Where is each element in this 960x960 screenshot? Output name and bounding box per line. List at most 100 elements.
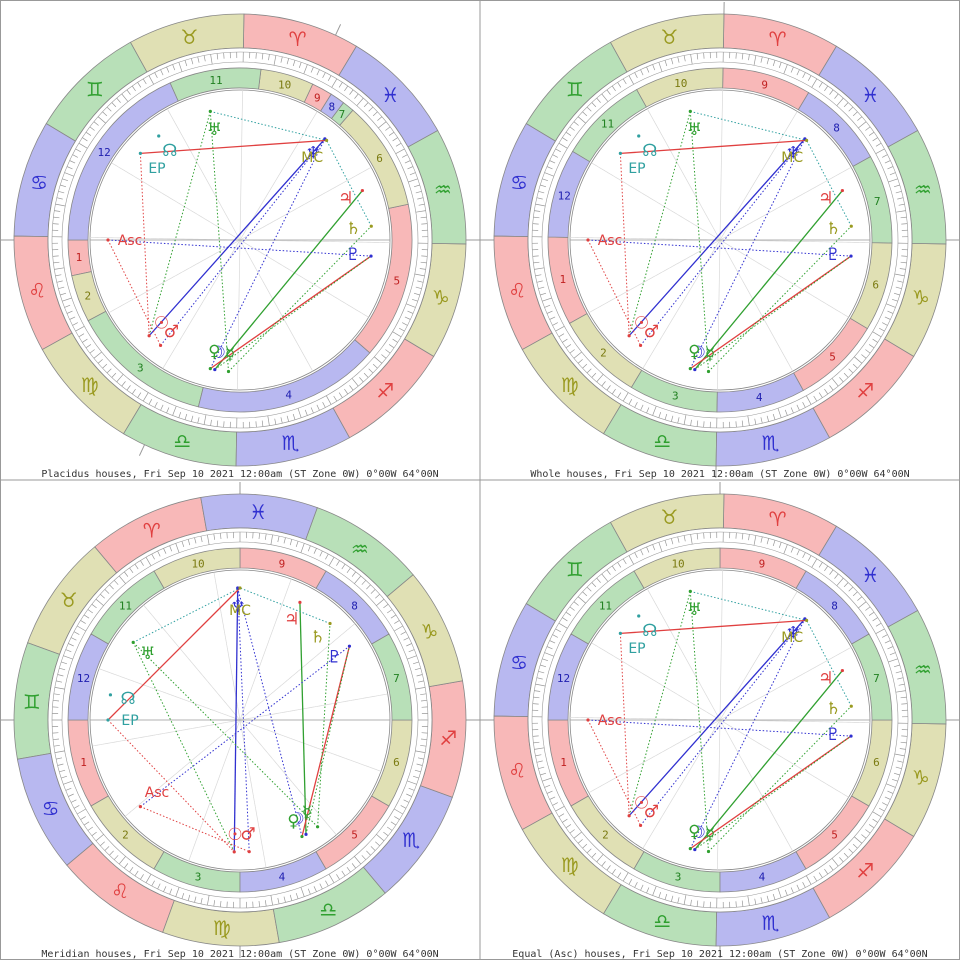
house-number: 3 — [137, 362, 144, 375]
aspect-line — [689, 735, 852, 850]
planet-dot — [840, 668, 844, 673]
sign-glyph: ♎ — [173, 429, 191, 453]
caption-equal: Equal (Asc) houses, Fri Sep 10 2021 12:0… — [512, 949, 927, 960]
planet-sun-icon: ☉ — [154, 314, 169, 334]
sign-glyph: ♌ — [28, 279, 46, 303]
house-number: 11 — [119, 599, 132, 612]
tick-ring-inner — [541, 61, 899, 419]
aspect-line — [628, 618, 806, 817]
sign-glyph: ♉ — [660, 505, 678, 529]
sign-glyph: ♈ — [289, 27, 307, 51]
degree-ticks — [531, 531, 909, 909]
sign-glyph: ♊ — [23, 690, 41, 714]
aspect-line — [619, 153, 630, 336]
planet-moon-icon: ☽ — [691, 823, 706, 843]
sign-glyph: ♉ — [180, 25, 198, 49]
planet-dot — [688, 589, 692, 593]
house-number: 7 — [874, 195, 881, 208]
aspect-line — [107, 239, 162, 346]
planet-dot — [347, 644, 352, 648]
planet-pluto-icon: ♇ — [826, 245, 841, 265]
aspect-line — [689, 255, 852, 370]
planet-saturn-icon: ♄ — [346, 219, 361, 239]
sign-glyph: ♓ — [861, 83, 879, 107]
tick-ring-inner — [61, 541, 419, 899]
planet-dot — [849, 734, 853, 738]
point-dot — [138, 151, 142, 156]
point-dot — [586, 718, 590, 722]
sign-glyph: ♑ — [912, 286, 930, 310]
aspect-line — [806, 140, 852, 227]
point-dot — [586, 238, 590, 242]
sign-glyph: ♉ — [60, 588, 78, 612]
house-number: 11 — [601, 117, 614, 130]
planet-dot — [693, 367, 697, 372]
planet-mars-icon: ♂ — [240, 825, 255, 845]
house-number: 2 — [84, 289, 91, 302]
planet-venus-icon: ♀ — [688, 822, 700, 842]
sign-glyph: ♍ — [561, 853, 579, 877]
house-number: 10 — [671, 558, 684, 571]
chart-placidus: ♈♉♊♋♌♍♎ ♏♐♑♒♓123456789101112☉☽☿♀♂♃♄♅♆♇☊As… — [0, 13, 480, 467]
planet-saturn-icon: ♄ — [826, 699, 841, 719]
house-number: 8 — [351, 599, 358, 612]
sign-glyph: ♋ — [510, 650, 528, 674]
planet-jupiter-icon: ♃ — [338, 188, 353, 208]
sign-glyph: ♏ — [282, 431, 300, 455]
house-number: 5 — [831, 829, 838, 842]
sign-glyph: ♌ — [508, 759, 526, 783]
aspect-line — [317, 623, 331, 827]
tick-ring-outer — [51, 531, 429, 909]
house-number: 1 — [80, 756, 87, 769]
degree-ticks — [51, 51, 429, 429]
aspect-line — [628, 138, 806, 337]
point-dot — [106, 718, 110, 722]
tick-ring-outer — [531, 531, 909, 909]
house-number: 12 — [558, 189, 571, 202]
sign-glyph: ♋ — [30, 170, 48, 194]
aspect-line — [140, 806, 250, 853]
house-number: 4 — [759, 870, 766, 883]
aspect-line — [301, 646, 351, 837]
aspect-line — [299, 602, 307, 835]
planet-venus-icon: ♀ — [208, 342, 220, 362]
sign-glyph: ♏ — [402, 828, 420, 852]
aspect-line — [694, 190, 843, 370]
house-number: 7 — [393, 672, 400, 685]
planet-dot — [131, 640, 135, 645]
sign-glyph: ♎ — [653, 909, 671, 933]
planet-dot — [213, 367, 217, 372]
planet-mercury-icon: ☿ — [705, 825, 715, 845]
aspect-line — [587, 239, 642, 346]
aspect-line — [689, 618, 806, 849]
tick-ring-outer — [531, 51, 909, 429]
house-sector — [67, 633, 109, 721]
house-number: 10 — [674, 77, 687, 90]
sign-glyph: ♑ — [912, 766, 930, 790]
aspect-line — [708, 705, 852, 852]
planet-dot — [360, 188, 364, 193]
house-number: 5 — [829, 351, 836, 364]
aspect-line — [214, 255, 372, 370]
sign-glyph: ♏ — [762, 911, 780, 935]
house-number: 7 — [339, 108, 346, 121]
house-number: 1 — [559, 273, 566, 286]
sign-glyph: ♈ — [143, 519, 161, 543]
planet-venus-icon: ♀ — [688, 342, 700, 362]
house-number: 3 — [672, 390, 679, 403]
point-mc-label: MC — [301, 150, 323, 166]
planet-dot — [627, 334, 631, 338]
planet-dot — [688, 847, 692, 851]
house-number: 10 — [191, 558, 204, 571]
planet-dot — [300, 834, 304, 839]
aspect-line — [690, 110, 807, 141]
aspect-line — [228, 225, 372, 372]
house-number: 6 — [872, 279, 879, 292]
sign-glyph: ♊ — [86, 78, 104, 102]
planet-pluto-icon: ♇ — [826, 725, 841, 745]
planet-dot — [849, 224, 853, 228]
degree-ticks — [52, 532, 428, 908]
planet-saturn-icon: ♄ — [310, 628, 325, 648]
chart-whole: ♈♉♊♋♌♍♎ ♏♐♑♒♓123 456789101112☉☽☿♀♂♃♄♅♆♇☊As… — [480, 2, 960, 478]
